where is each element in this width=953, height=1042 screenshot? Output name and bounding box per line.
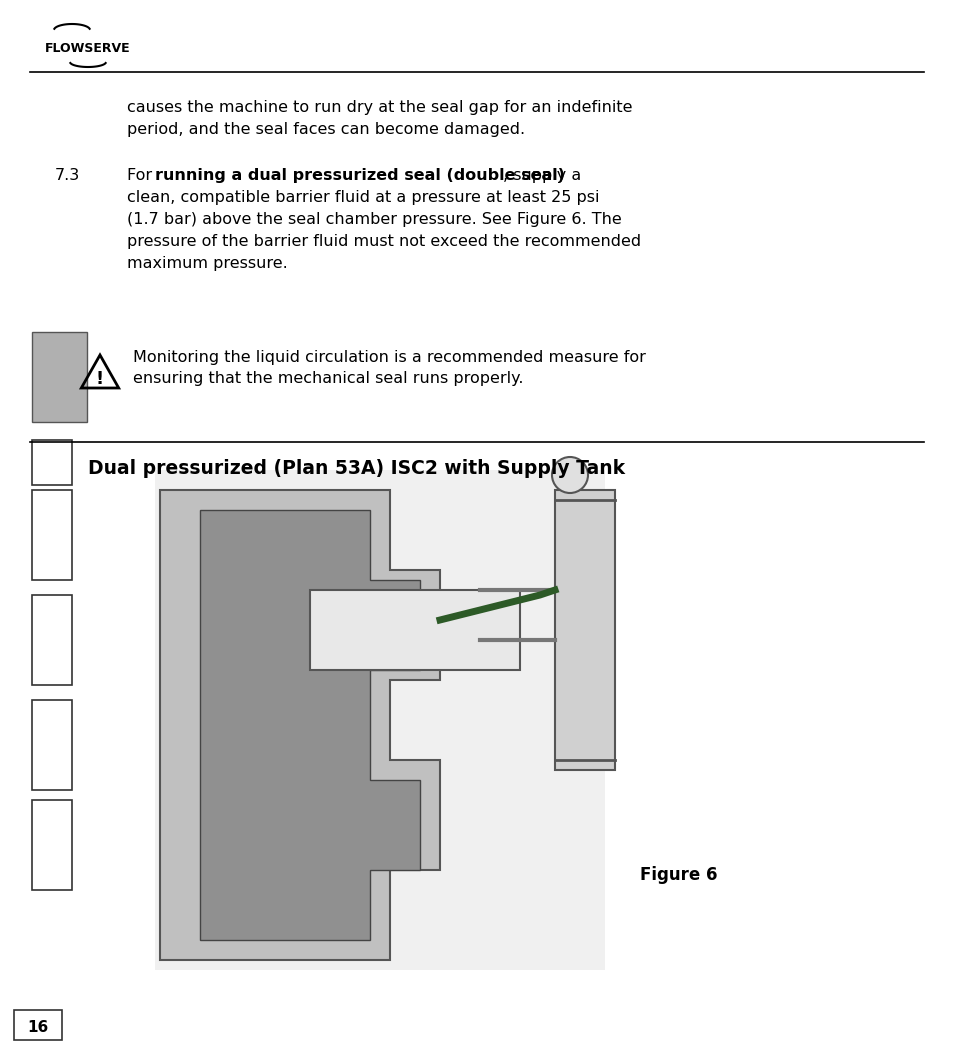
Text: Dual pressurized (Plan 53A) ISC2 with Supply Tank: Dual pressurized (Plan 53A) ISC2 with Su… [88,458,624,477]
Text: clean, compatible barrier fluid at a pressure at least 25 psi: clean, compatible barrier fluid at a pre… [127,190,598,205]
Polygon shape [160,490,439,960]
FancyBboxPatch shape [32,490,71,580]
Text: Figure 6: Figure 6 [639,866,717,884]
FancyBboxPatch shape [32,595,71,685]
Text: period, and the seal faces can become damaged.: period, and the seal faces can become da… [127,122,524,137]
Text: Monitoring the liquid circulation is a recommended measure for
ensuring that the: Monitoring the liquid circulation is a r… [132,350,645,386]
Text: pressure of the barrier fluid must not exceed the recommended: pressure of the barrier fluid must not e… [127,234,640,249]
FancyBboxPatch shape [32,440,71,485]
Text: (1.7 bar) above the seal chamber pressure. See Figure 6. The: (1.7 bar) above the seal chamber pressur… [127,212,621,227]
FancyBboxPatch shape [310,590,519,670]
Text: running a dual pressurized seal (double seal): running a dual pressurized seal (double … [154,168,564,183]
FancyBboxPatch shape [32,800,71,890]
FancyBboxPatch shape [32,332,87,422]
FancyBboxPatch shape [555,490,615,770]
Polygon shape [200,510,419,940]
Text: 7.3: 7.3 [55,168,80,183]
FancyBboxPatch shape [14,1010,62,1040]
Text: !: ! [96,370,104,388]
Text: , supply a: , supply a [502,168,580,183]
FancyBboxPatch shape [32,700,71,790]
FancyBboxPatch shape [154,470,604,970]
Text: 16: 16 [28,1020,49,1036]
Circle shape [552,457,587,493]
Text: FLOWSERVE: FLOWSERVE [45,42,131,54]
Text: maximum pressure.: maximum pressure. [127,256,288,271]
Text: causes the machine to run dry at the seal gap for an indefinite: causes the machine to run dry at the sea… [127,100,632,115]
Text: For: For [127,168,157,183]
